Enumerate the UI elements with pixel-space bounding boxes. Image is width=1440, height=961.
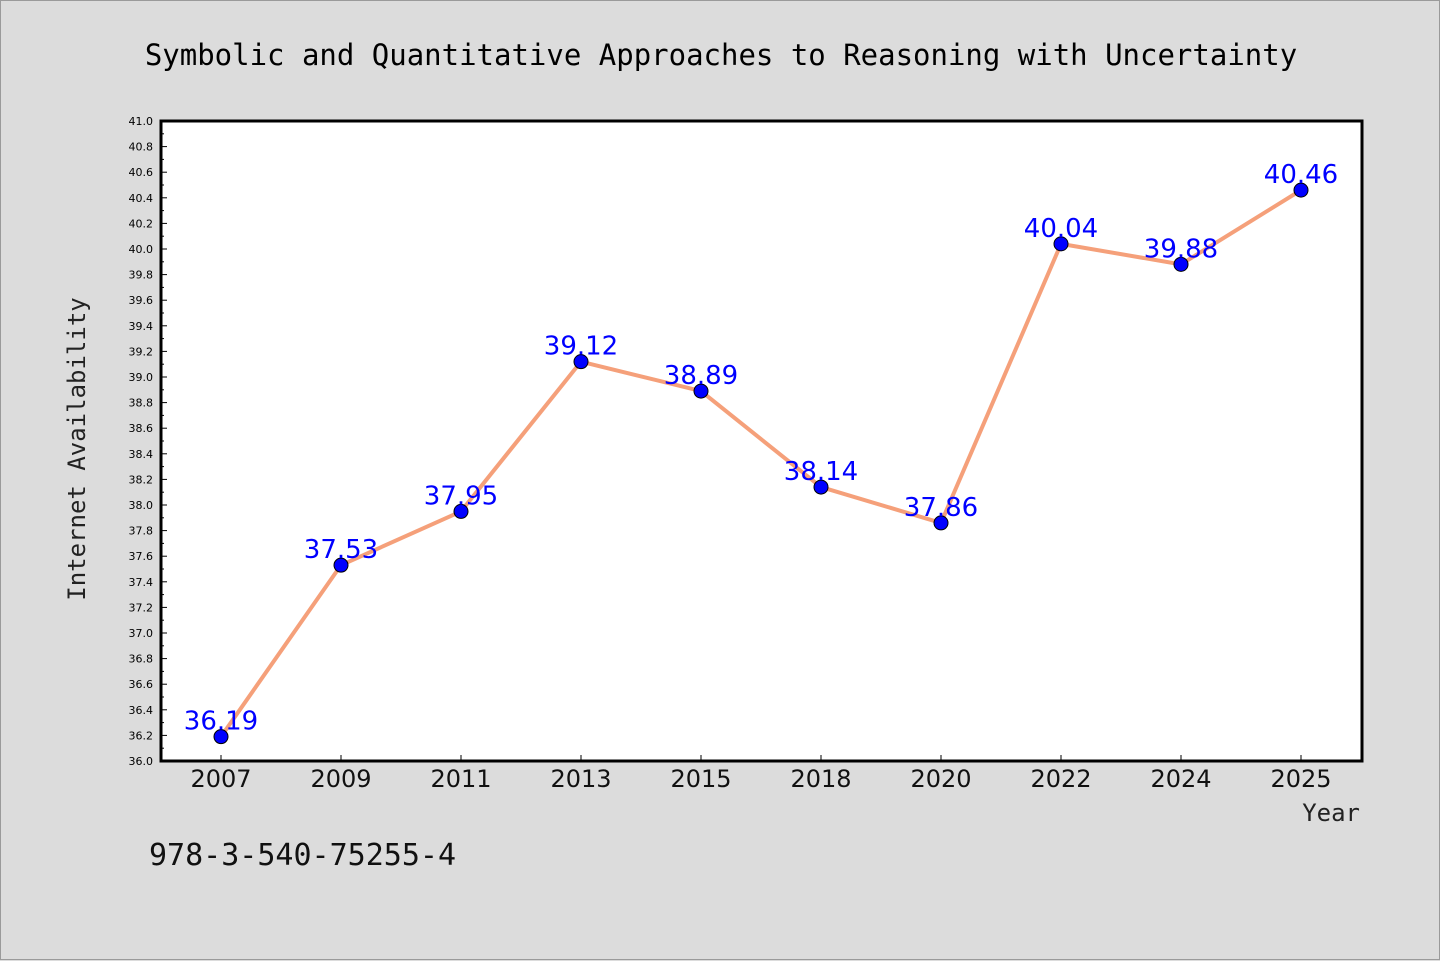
data-point	[573, 354, 589, 370]
y-tick-label: 38.4	[129, 448, 154, 461]
y-tick-label: 39.4	[129, 320, 154, 333]
y-tick-label: 38.6	[129, 422, 154, 435]
data-label: 38.89	[664, 361, 738, 391]
y-tick-label: 36.6	[129, 678, 154, 691]
data-point	[453, 503, 469, 519]
y-tick-label: 37.4	[129, 576, 154, 589]
y-axis-title: Internet Availability	[63, 297, 91, 600]
y-tick-label: 40.2	[129, 217, 154, 230]
series-line	[219, 188, 1303, 738]
y-tick-label: 40.0	[129, 243, 154, 256]
y-tick-label: 38.2	[129, 473, 154, 486]
data-point	[1053, 236, 1069, 252]
data-point	[213, 729, 229, 745]
y-tick-label: 39.2	[129, 345, 154, 358]
y-axis-ticks: 36.0 36.2 36.4 36.6 36.8 37.0 37.2 37.4 37.6 37.8…	[129, 115, 167, 768]
y-tick-label: 37.6	[129, 550, 154, 563]
y-tick-label: 40.4	[129, 192, 154, 205]
y-tick-label: 36.4	[129, 704, 154, 717]
y-tick-label: 36.8	[129, 653, 154, 666]
y-tick-label: 36.0	[129, 755, 154, 768]
y-tick-label: 37.2	[129, 601, 154, 614]
y-tick-label: 39.8	[129, 269, 154, 282]
data-point	[813, 479, 829, 495]
y-tick-label: 38.8	[129, 397, 154, 410]
y-tick-label: 38.0	[129, 499, 154, 512]
data-label: 40.46	[1264, 160, 1338, 190]
data-label: 39.12	[544, 332, 618, 362]
data-label: 40.04	[1024, 214, 1098, 244]
y-tick-label: 36.2	[129, 729, 154, 742]
data-label: 36.19	[184, 707, 258, 737]
x-tick-label: 2015	[670, 765, 731, 793]
x-tick-label: 2011	[430, 765, 491, 793]
y-tick-label: 41.0	[129, 115, 154, 128]
data-label: 39.88	[1144, 234, 1218, 264]
data-point	[1293, 182, 1309, 198]
series-group: 36.19 37.53 37.95 39.12 38.89 38.14 37.86 40.04…	[184, 160, 1338, 745]
x-tick-label: 2013	[550, 765, 611, 793]
data-label: 37.86	[904, 493, 978, 523]
y-tick-label: 39.0	[129, 371, 154, 384]
y-tick-label: 39.6	[129, 294, 154, 307]
data-point	[693, 383, 709, 399]
y-tick-label: 37.0	[129, 627, 154, 640]
data-label: 37.95	[424, 481, 498, 511]
x-tick-label: 2007	[190, 765, 251, 793]
chart-title: Symbolic and Quantitative Approaches to …	[145, 38, 1297, 72]
y-tick-label: 37.8	[129, 525, 154, 538]
x-tick-label: 2024	[1150, 765, 1211, 793]
data-point	[333, 557, 349, 573]
x-tick-label: 2020	[910, 765, 971, 793]
x-axis-ticks: 2007 2009 2011 2013 2015 2018 2020 2022 2024 2025	[190, 755, 1332, 793]
data-point	[933, 515, 949, 531]
x-tick-label: 2018	[790, 765, 851, 793]
x-tick-label: 2009	[310, 765, 371, 793]
x-tick-label: 2025	[1270, 765, 1331, 793]
x-axis-title: Year	[1302, 799, 1360, 827]
data-label: 38.14	[784, 457, 858, 487]
data-point	[1173, 256, 1189, 272]
footnote-isbn: 978-3-540-75255-4	[149, 838, 456, 873]
data-label: 37.53	[304, 535, 378, 565]
x-tick-label: 2022	[1030, 765, 1091, 793]
y-tick-label: 40.6	[129, 166, 154, 179]
y-tick-label: 40.8	[129, 141, 154, 154]
